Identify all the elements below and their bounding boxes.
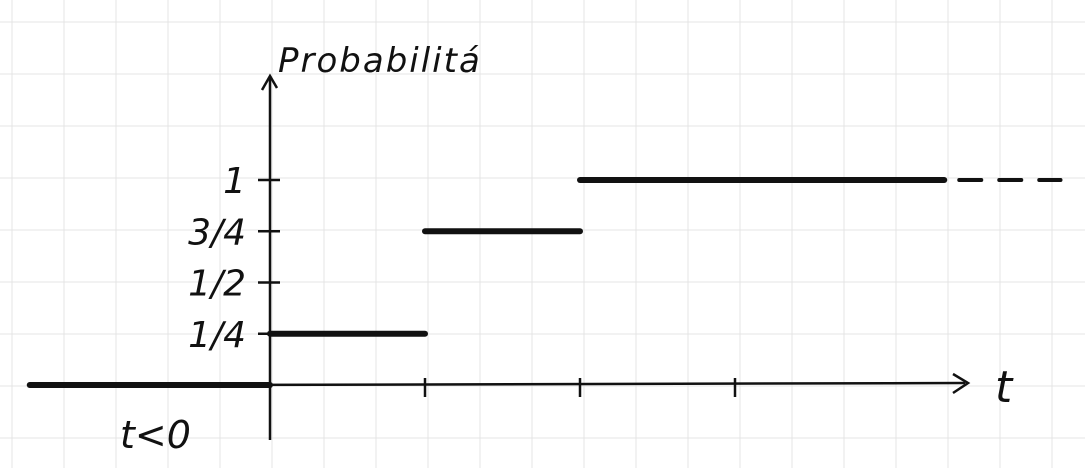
y-tick-label: 1/2 [188, 264, 246, 305]
axes: 1/4 1/2 3/4 1 [188, 73, 971, 440]
x-axis-arrowhead [952, 372, 971, 395]
y-axis-arrowhead [260, 73, 279, 91]
y-tick-label: 1/4 [188, 315, 246, 356]
x-axis [219, 381, 966, 387]
data-marks [26, 177, 1063, 388]
y-tick-label: 1 [223, 161, 246, 202]
annotation-t-less-than-zero: t<0 [120, 413, 191, 457]
y-tick-label: 3/4 [188, 212, 246, 253]
y-axis-label: Probabilitá [278, 41, 482, 81]
x-axis-label: t [995, 362, 1014, 413]
labels: Probabilitá t t<0 [120, 41, 1014, 457]
